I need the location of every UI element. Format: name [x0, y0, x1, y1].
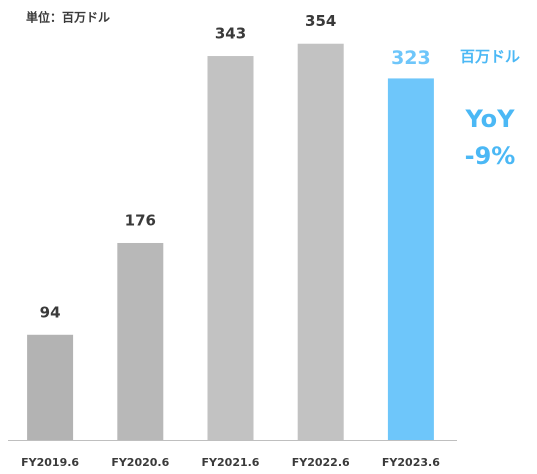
value-label: 176 — [125, 211, 156, 229]
value-label: 323 — [391, 47, 431, 69]
annotation-yoy-value: -9% — [465, 142, 516, 170]
value-label: 354 — [305, 12, 336, 30]
unit-label: 単位：百万ドル — [26, 10, 110, 25]
bar — [117, 242, 164, 440]
x-tick-label: FY2023.6 — [382, 456, 440, 469]
annotation-yoy: YoY — [464, 105, 515, 133]
x-tick-label: FY2022.6 — [292, 456, 350, 469]
value-label: 343 — [215, 25, 246, 43]
bar — [27, 334, 74, 440]
value-label: 94 — [40, 303, 61, 321]
bar — [297, 43, 344, 440]
annotation-unit: 百万ドル — [460, 48, 520, 66]
x-tick-label: FY2021.6 — [202, 456, 260, 469]
bar — [387, 78, 434, 441]
bar — [207, 56, 254, 441]
x-tick-label: FY2019.6 — [21, 456, 79, 469]
x-tick-label: FY2020.6 — [111, 456, 169, 469]
